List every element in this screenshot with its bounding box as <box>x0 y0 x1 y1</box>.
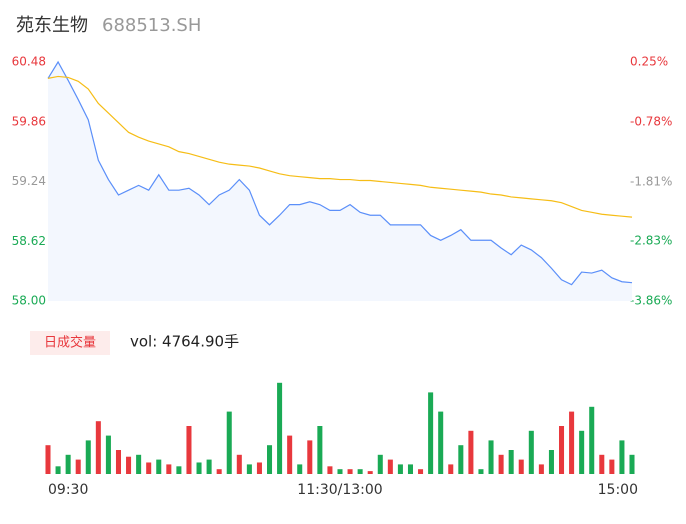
y-tick-label: 58.62 <box>12 234 46 248</box>
volume-annotation: vol: 4764.90手 <box>130 333 239 351</box>
stock-code: 688513.SH <box>102 15 201 36</box>
volume-bar <box>307 440 313 474</box>
volume-bar <box>246 464 252 474</box>
volume-bar <box>287 435 293 474</box>
volume-bar <box>337 469 343 474</box>
volume-badge <box>30 331 110 355</box>
volume-bar <box>438 411 444 474</box>
volume-bar <box>609 459 615 474</box>
volume-bar <box>448 464 454 474</box>
volume-bar <box>397 464 403 474</box>
volume-bar <box>478 469 484 474</box>
volume-bar <box>458 445 464 474</box>
volume-bar <box>629 454 635 474</box>
volume-bar <box>85 440 91 474</box>
volume-bar <box>186 426 192 474</box>
y2-tick-label: -1.81% <box>630 174 672 188</box>
y2-tick-label: -2.83% <box>630 234 672 248</box>
volume-bar <box>357 469 363 474</box>
volume-bar <box>538 464 544 474</box>
line-average <box>47 75 633 218</box>
volume-bar <box>619 440 625 474</box>
volume-bar <box>367 471 373 474</box>
line-price <box>47 60 633 286</box>
y-tick-label: 59.86 <box>12 114 46 128</box>
volume-bar <box>267 445 273 474</box>
volume-bar <box>277 382 283 474</box>
volume-bar <box>146 462 152 474</box>
x-tick-label: 11:30/13:00 <box>297 482 382 498</box>
volume-bar <box>105 435 111 474</box>
volume-bar <box>377 454 383 474</box>
volume-bar <box>196 462 202 474</box>
volume-bar <box>156 459 162 474</box>
y-tick-label: 60.48 <box>12 55 46 69</box>
y-tick-label: 59.24 <box>12 174 46 188</box>
volume-bar <box>418 469 424 474</box>
volume-bar <box>115 450 121 474</box>
volume-bar <box>216 469 222 474</box>
price-area <box>48 62 632 301</box>
volume-bar <box>508 450 514 474</box>
volume-bar <box>468 430 474 474</box>
volume-bar <box>226 411 232 474</box>
volume-bar <box>55 466 61 474</box>
volume-bar <box>297 464 303 474</box>
volume-bar <box>428 392 434 474</box>
volume-bar <box>126 456 132 474</box>
volume-bar <box>256 462 262 474</box>
volume-bar <box>236 454 242 474</box>
volume-bar <box>528 430 534 474</box>
volume-bar <box>166 464 172 474</box>
stock-name: 苑东生物 <box>16 15 88 36</box>
x-tick-label: 09:30 <box>48 482 88 498</box>
y2-tick-label: 0.25% <box>630 55 668 69</box>
volume-bar <box>75 459 81 474</box>
volume-bar <box>569 411 575 474</box>
volume-bar <box>488 440 494 474</box>
volume-bar <box>498 454 504 474</box>
volume-bar <box>407 464 413 474</box>
volume-bar <box>45 445 51 474</box>
y2-tick-label: -3.86% <box>630 294 672 308</box>
volume-bar <box>95 421 101 474</box>
volume-bar <box>176 466 182 474</box>
volume-title: 日成交量 <box>44 335 96 351</box>
volume-bar <box>559 426 565 474</box>
volume-bar <box>65 454 71 474</box>
volume-bar <box>387 459 393 474</box>
y2-tick-label: -0.78% <box>630 114 672 128</box>
volume-bar <box>589 406 595 474</box>
x-tick-label: 15:00 <box>598 482 638 498</box>
volume-bar <box>136 454 142 474</box>
volume-bar <box>347 469 353 474</box>
volume-bar <box>599 454 605 474</box>
volume-bar <box>548 450 554 474</box>
volume-bar <box>518 459 524 474</box>
volume-bar <box>206 459 212 474</box>
volume-bar <box>327 466 333 474</box>
volume-bar <box>579 430 585 474</box>
y-tick-label: 58.00 <box>12 294 46 308</box>
volume-bar <box>317 426 323 474</box>
